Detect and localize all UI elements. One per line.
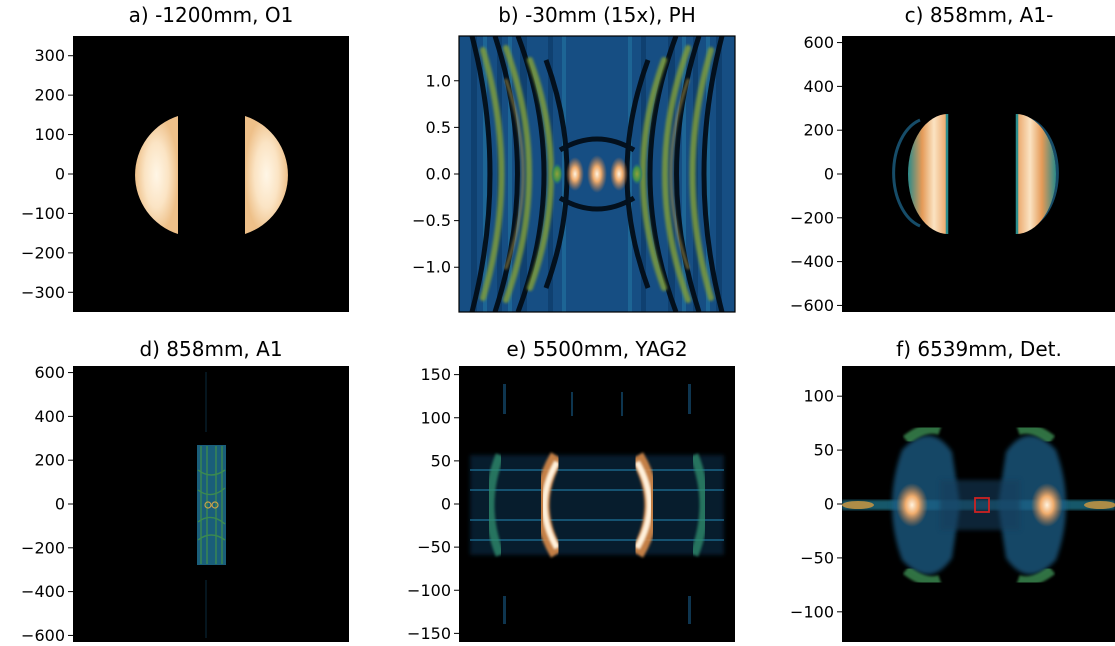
panel-e: e) 5500mm, YAG2 150 100 50 0 −50 −100 −150 xyxy=(407,337,735,643)
y-tick-label: −100 xyxy=(21,204,65,223)
y-tick-label: −400 xyxy=(790,252,834,271)
crescent-right xyxy=(1016,114,1056,234)
y-tick-label: −400 xyxy=(21,582,65,601)
panel-f-title: f) 6539mm, Det. xyxy=(896,337,1062,361)
y-tick-label: 0.0 xyxy=(426,165,451,184)
y-tick-label: 0 xyxy=(55,495,65,514)
y-tick-label: −600 xyxy=(21,626,65,645)
highlight-box xyxy=(974,497,990,513)
y-tick-label: 600 xyxy=(803,33,834,52)
y-tick-label: 1.0 xyxy=(426,71,451,90)
y-tick-label: 50 xyxy=(814,441,834,460)
panel-d-title: d) 858mm, A1 xyxy=(139,337,282,361)
y-tick-label: 400 xyxy=(803,77,834,96)
panel-a: a) -1200mm, O1 300 200 100 0 −100 −200 −300 xyxy=(21,3,349,312)
interference-fringes xyxy=(469,36,725,312)
y-tick-label: 0 xyxy=(441,495,451,514)
y-tick-label: −100 xyxy=(790,602,834,621)
panel-b: b) -30mm (15x), PH xyxy=(412,3,736,313)
y-tick-label: −200 xyxy=(21,538,65,557)
y-tick-label: 0 xyxy=(824,165,834,184)
panel-d: d) 858mm, A1 600 400 200 0 −200 −400 −600 xyxy=(21,337,349,645)
y-tick-label: 100 xyxy=(34,125,65,144)
y-tick-label: −50 xyxy=(800,548,834,567)
panel-e-title: e) 5500mm, YAG2 xyxy=(506,337,687,361)
panel-a-title: a) -1200mm, O1 xyxy=(129,3,294,27)
y-tick-label: 200 xyxy=(803,121,834,140)
y-tick-label: 50 xyxy=(431,451,451,470)
beam-right-half xyxy=(245,116,288,234)
y-tick-label: 0 xyxy=(824,495,834,514)
y-tick-label: 150 xyxy=(420,365,451,384)
y-tick-label: 100 xyxy=(420,408,451,427)
y-tick-label: −150 xyxy=(407,624,451,643)
y-tick-label: −600 xyxy=(790,296,834,315)
y-tick-label: −50 xyxy=(417,538,451,557)
y-tick-label: 200 xyxy=(34,86,65,105)
panel-f: f) 6539mm, Det. 100 50 0 −50 −100 xyxy=(790,337,1115,642)
crescent-left xyxy=(908,114,948,234)
panel-c: c) 858mm, A1- 600 400 200 0 −200 −400 −600 xyxy=(790,3,1115,315)
y-tick-label: 100 xyxy=(803,387,834,406)
y-tick-label: −200 xyxy=(21,243,65,262)
y-tick-label: 200 xyxy=(34,451,65,470)
y-tick-label: 600 xyxy=(34,363,65,382)
panel-a-image xyxy=(73,36,349,312)
panel-b-title: b) -30mm (15x), PH xyxy=(498,3,696,27)
y-tick-label: −100 xyxy=(407,581,451,600)
y-tick-label: 300 xyxy=(34,46,65,65)
panel-c-title: c) 858mm, A1- xyxy=(905,3,1054,27)
y-tick-label: 0.5 xyxy=(426,118,451,137)
y-tick-label: −200 xyxy=(790,208,834,227)
y-tick-label: −300 xyxy=(21,283,65,302)
y-tick-label: −0.5 xyxy=(412,211,451,230)
panel-c-image xyxy=(842,36,1115,312)
y-tick-label: 0 xyxy=(55,165,65,184)
beam-left-half xyxy=(135,116,178,234)
y-tick-label: −1.0 xyxy=(412,258,451,277)
y-tick-label: 400 xyxy=(34,407,65,426)
